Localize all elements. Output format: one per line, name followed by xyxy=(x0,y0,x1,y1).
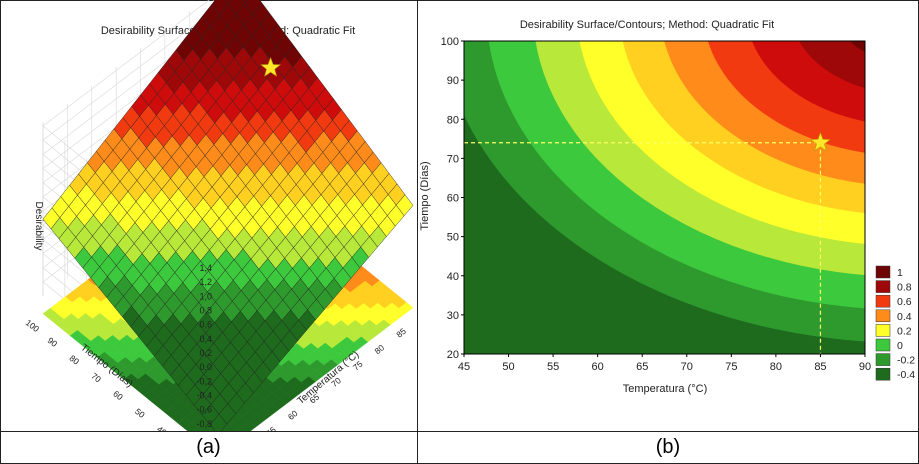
y-tick-label: 100 xyxy=(24,317,42,334)
legend-swatch xyxy=(875,280,891,293)
z-tick-label: -0,4 xyxy=(196,391,212,401)
y-tick-label: 70 xyxy=(89,371,103,385)
z-tick-label: -0,2 xyxy=(196,376,212,386)
y-tick-label: 40 xyxy=(155,424,169,431)
legend-label: 0 xyxy=(897,340,903,352)
z-tick-label: 1,4 xyxy=(199,263,212,273)
legend-swatch xyxy=(875,294,891,308)
y-tick-label: 90 xyxy=(46,335,60,349)
contour-legend: 1 0.8 0.6 0.4 0.2 0 -0.2 -0.4 xyxy=(875,265,915,381)
legend-swatch xyxy=(875,367,891,381)
contour-axes: 45 50 55 60 65 70 75 80 85 90 20 30 40 50 60 70 80 90 100 xyxy=(441,36,871,373)
x-tick-label: 50 xyxy=(502,361,514,373)
contour-x-label: Temperatura (°C) xyxy=(623,383,707,395)
legend-swatch xyxy=(875,353,891,366)
x-tick-label: 80 xyxy=(373,342,387,356)
legend-swatch xyxy=(875,338,891,352)
contour-bands xyxy=(464,41,865,354)
y-tick-label: 80 xyxy=(68,353,82,367)
surface-optimum-star-icon xyxy=(260,57,281,77)
contour-y-label: Tiempo (Días) xyxy=(419,161,431,230)
z-tick-label: 0,0 xyxy=(199,362,212,372)
y-tick-label: 50 xyxy=(133,406,147,420)
z-tick-label: 1,2 xyxy=(199,277,212,287)
legend-label: 0.6 xyxy=(897,296,912,308)
caption-divider xyxy=(0,431,919,432)
x-tick-label: 60 xyxy=(286,408,300,422)
y-tick-label: 20 xyxy=(447,349,459,361)
x-tick-label: 65 xyxy=(636,361,648,373)
z-tick-label: -0,6 xyxy=(196,405,212,415)
legend-label: 0.8 xyxy=(897,282,912,294)
x-tick-label: 45 xyxy=(458,361,470,373)
surface-mesh xyxy=(42,0,414,431)
x-tick-label: 90 xyxy=(859,361,871,373)
y-tick-label: 90 xyxy=(447,75,459,87)
y-tick-label: 70 xyxy=(447,153,459,165)
y-tick-label: 30 xyxy=(447,310,459,322)
z-tick-label: 0,6 xyxy=(199,320,212,330)
x-tick-label: 75 xyxy=(725,361,737,373)
surface-plot: Desirability Surface/Contours; Method: Q… xyxy=(24,0,417,431)
panel-divider xyxy=(417,0,418,463)
z-tick-label: -0,8 xyxy=(196,419,212,429)
legend-swatch xyxy=(875,324,891,337)
legend-label: 0.2 xyxy=(897,325,912,337)
legend-label: -0.2 xyxy=(897,355,915,367)
z-tick-label: 0,2 xyxy=(199,348,212,358)
x-tick-label: 85 xyxy=(394,326,408,340)
x-tick-label: 55 xyxy=(264,424,278,431)
z-tick-label: 1,0 xyxy=(199,291,212,301)
caption-a: (a) xyxy=(196,436,221,458)
contour-title: Desirability Surface/Contours; Method: Q… xyxy=(520,19,774,31)
y-tick-label: 60 xyxy=(447,193,459,205)
caption-b: (b) xyxy=(655,436,681,458)
z-tick-label: 0,4 xyxy=(199,334,212,344)
optimum-star-icon xyxy=(810,131,831,152)
x-tick-label: 70 xyxy=(681,361,693,373)
legend-label: 1 xyxy=(897,267,903,279)
surface-z-label: Desirability xyxy=(33,202,44,251)
y-tick-label: 60 xyxy=(111,388,125,402)
x-tick-label: 55 xyxy=(547,361,559,373)
y-tick-label: 80 xyxy=(447,114,459,126)
legend-label: 0.4 xyxy=(897,311,912,323)
y-tick-label: 100 xyxy=(441,36,459,48)
contour-plot: Desirability Surface/Contours; Method: Q… xyxy=(419,19,915,395)
x-tick-label: 80 xyxy=(770,361,782,373)
z-tick-label: 0,8 xyxy=(199,306,212,316)
y-tick-label: 40 xyxy=(447,271,459,283)
legend-swatch xyxy=(875,309,891,323)
x-tick-label: 90 xyxy=(416,309,417,323)
legend-label: -0.4 xyxy=(897,369,915,381)
x-tick-label: 60 xyxy=(592,361,604,373)
x-tick-label: 85 xyxy=(814,361,826,373)
legend-swatch xyxy=(875,265,891,279)
y-tick-label: 50 xyxy=(447,232,459,244)
